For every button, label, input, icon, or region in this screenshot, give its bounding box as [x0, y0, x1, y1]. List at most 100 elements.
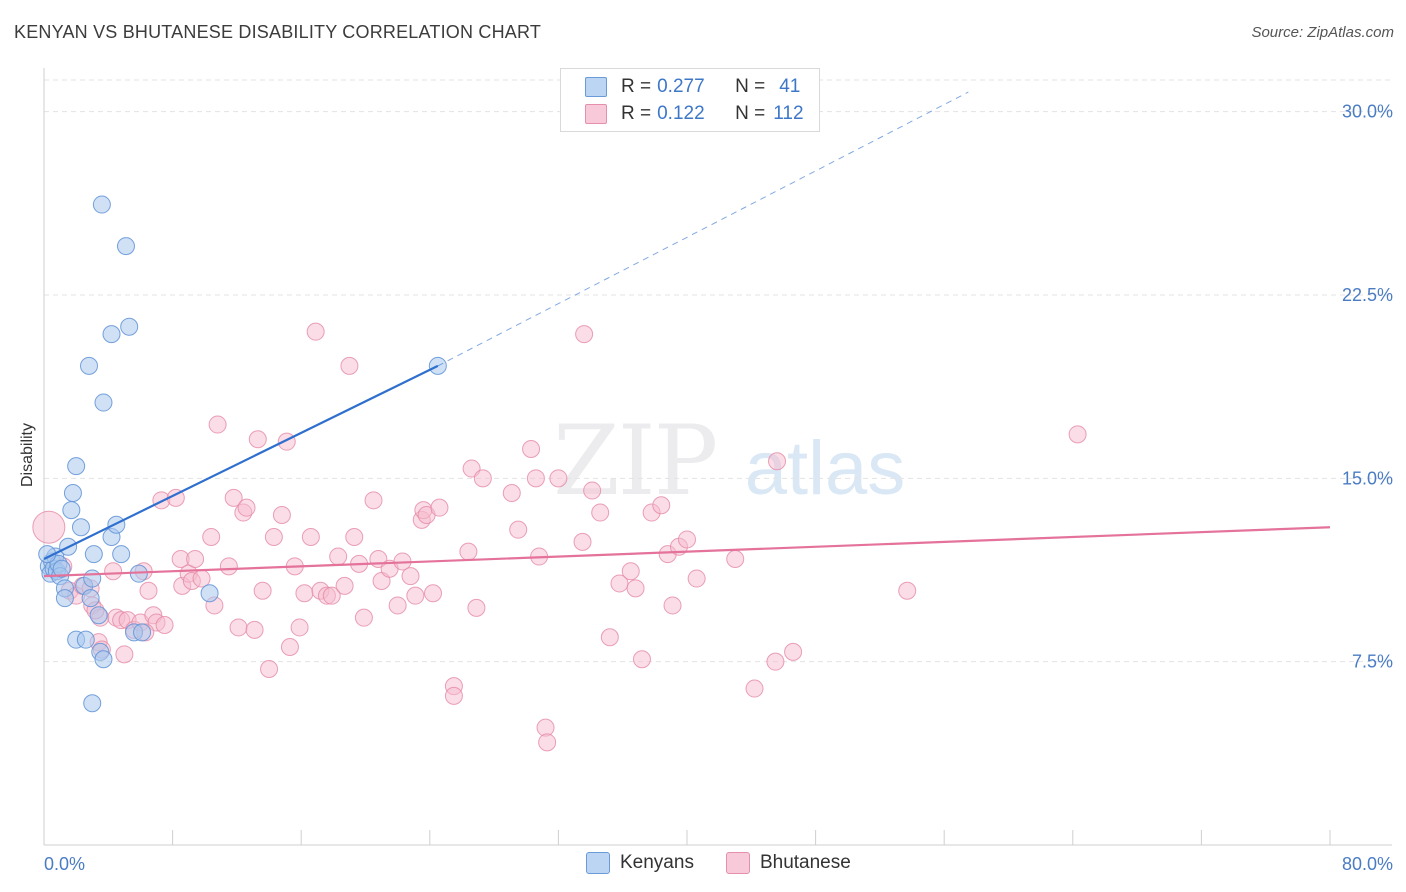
bhutanese-point	[237, 498, 256, 517]
bhutanese-point	[898, 581, 917, 600]
bhutanese-point	[509, 520, 528, 539]
watermark: ZIP atlas	[553, 405, 905, 517]
bhutanese-point	[726, 550, 745, 568]
bhutanese-point	[354, 608, 373, 627]
bhutanese-point	[610, 574, 629, 593]
bhutanese-point	[575, 325, 594, 344]
kenyan-point	[52, 559, 71, 578]
n-label: N =	[735, 76, 766, 97]
watermark-atlas: atlas	[744, 426, 906, 511]
y-tick-label: 15.0%	[1342, 468, 1393, 488]
kenyans-swatch	[586, 852, 610, 874]
bhutanese-point	[522, 440, 541, 458]
kenyan-trend-extension	[437, 91, 969, 367]
x-tick-label: 0.0%	[44, 854, 85, 874]
kenyan-point	[120, 317, 139, 336]
kenyan-point	[102, 325, 121, 344]
correlation-legend: R = 0.277 N = 41 R = 0.122 N = 112	[560, 68, 820, 132]
bhutanese-point	[652, 496, 671, 515]
kenyan-point	[94, 393, 113, 412]
bhutanese-point	[272, 506, 291, 524]
bhutanese-point	[626, 579, 645, 598]
bhutanese-point	[745, 679, 764, 698]
kenyan-point	[80, 356, 99, 375]
legend-item-bhutanese: Bhutanese	[725, 852, 851, 874]
bhutanese-point	[139, 581, 158, 600]
kenyan-point	[92, 195, 111, 214]
bhutanese-point	[208, 415, 227, 434]
bhutanese-point	[406, 586, 425, 605]
source-label: Source: ZipAtlas.com	[1251, 24, 1394, 41]
kenyan-point	[71, 518, 90, 537]
bhutanese-point	[306, 322, 325, 341]
n-label: N =	[735, 103, 766, 124]
bhutanese-point	[424, 584, 443, 603]
kenyan-point	[83, 569, 102, 588]
kenyan-point	[133, 623, 152, 642]
bhutanese-point	[430, 498, 449, 517]
bhutanese-point	[600, 628, 619, 647]
bhutanese-point	[202, 528, 221, 546]
kenyan-point	[89, 606, 108, 625]
bhutanese-point	[549, 469, 568, 488]
kenyan-trend-line	[43, 364, 439, 560]
bhutanese-point	[591, 503, 610, 522]
bhutanese-point	[583, 481, 602, 500]
bhutanese-point	[401, 567, 420, 586]
bhutanese-point	[322, 586, 341, 605]
kenyan-point	[81, 589, 100, 608]
bhutanese-point	[345, 528, 364, 546]
kenyan-point	[76, 630, 95, 649]
bhutanese-point	[526, 469, 545, 488]
bhutanese-point	[335, 576, 354, 595]
bhutanese-point	[253, 581, 272, 600]
bhutanese-point	[264, 528, 283, 546]
r-label: R =	[621, 103, 652, 124]
kenyan-point	[200, 584, 219, 603]
bhutanese-point	[219, 557, 238, 576]
bhutanese-point	[444, 686, 463, 705]
kenyan-point	[55, 589, 74, 608]
bhutanese-point	[186, 550, 205, 568]
bhutanese-point	[766, 652, 785, 671]
bhutanese-point	[301, 528, 320, 546]
legend-row-bhutanese: R = 0.122 N = 112	[585, 101, 804, 127]
bhutanese-point	[340, 356, 359, 375]
bhutanese-point	[473, 469, 492, 488]
r-value: 0.277	[657, 76, 705, 97]
bhutanese-point	[1068, 425, 1087, 444]
bhutanese-point	[229, 618, 248, 637]
bhutanese-point	[277, 432, 296, 451]
legend-label-bhutanese: Bhutanese	[759, 852, 851, 873]
bhutanese-point	[280, 638, 299, 656]
kenyan-point	[116, 237, 135, 256]
bhutanese-point	[260, 660, 279, 678]
bhutanese-point	[245, 620, 264, 639]
chart-title: KENYAN VS BHUTANESE DISABILITY CORRELATI…	[14, 22, 542, 42]
legend-label-kenyans: Kenyans	[620, 852, 694, 873]
kenyans-swatch	[585, 77, 607, 97]
kenyan-point	[63, 484, 82, 502]
y-tick-label: 22.5%	[1342, 285, 1393, 305]
bhutanese-point	[663, 596, 682, 615]
bhutanese-point	[32, 510, 66, 544]
bhutanese-point	[538, 733, 557, 752]
legend-item-kenyans: Kenyans	[586, 852, 694, 874]
n-value: 112	[773, 103, 804, 124]
bhutanese-point	[364, 491, 383, 510]
r-value: 0.122	[657, 103, 705, 124]
bhutanese-point	[104, 562, 123, 581]
bhutanese-swatch	[725, 852, 750, 874]
bhutanese-point	[678, 530, 696, 549]
kenyan-point	[84, 545, 103, 564]
bhutanese-point	[467, 598, 486, 617]
bhutanese-point	[329, 547, 348, 566]
bhutanese-point	[573, 532, 592, 551]
legend-row-kenyans: R = 0.277 N = 41	[585, 74, 800, 100]
y-axis-label: Disability	[19, 422, 36, 488]
y-tick-label: 7.5%	[1352, 652, 1393, 672]
bhutanese-point	[388, 596, 407, 615]
y-tick-label: 30.0%	[1342, 102, 1393, 122]
bhutanese-swatch	[585, 104, 607, 124]
